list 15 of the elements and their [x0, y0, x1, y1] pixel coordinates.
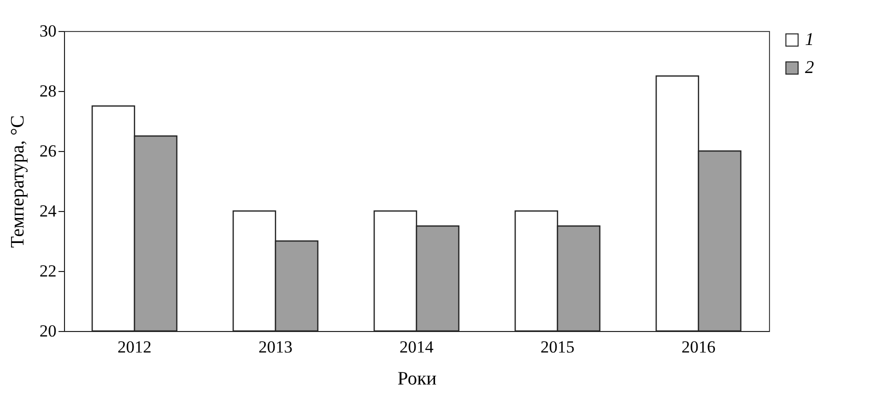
y-tick-label: 20 [40, 322, 56, 340]
y-axis-title: Температура, °C [8, 115, 28, 248]
x-tick-label: 2016 [682, 338, 716, 356]
y-tick-label: 22 [40, 262, 56, 280]
x-tick-label: 2012 [118, 338, 152, 356]
x-tick-label: 2014 [400, 338, 434, 356]
y-tick-label: 28 [40, 82, 56, 100]
legend-label: 2 [805, 57, 814, 77]
legend-label: 1 [805, 29, 814, 49]
y-tick-label: 24 [40, 202, 57, 220]
x-tick-label: 2015 [540, 338, 574, 356]
y-tick-label: 26 [40, 142, 56, 160]
x-axis-title: Роки [398, 368, 436, 390]
x-tick-label: 2013 [258, 338, 292, 356]
y-tick-label: 30 [40, 22, 56, 40]
